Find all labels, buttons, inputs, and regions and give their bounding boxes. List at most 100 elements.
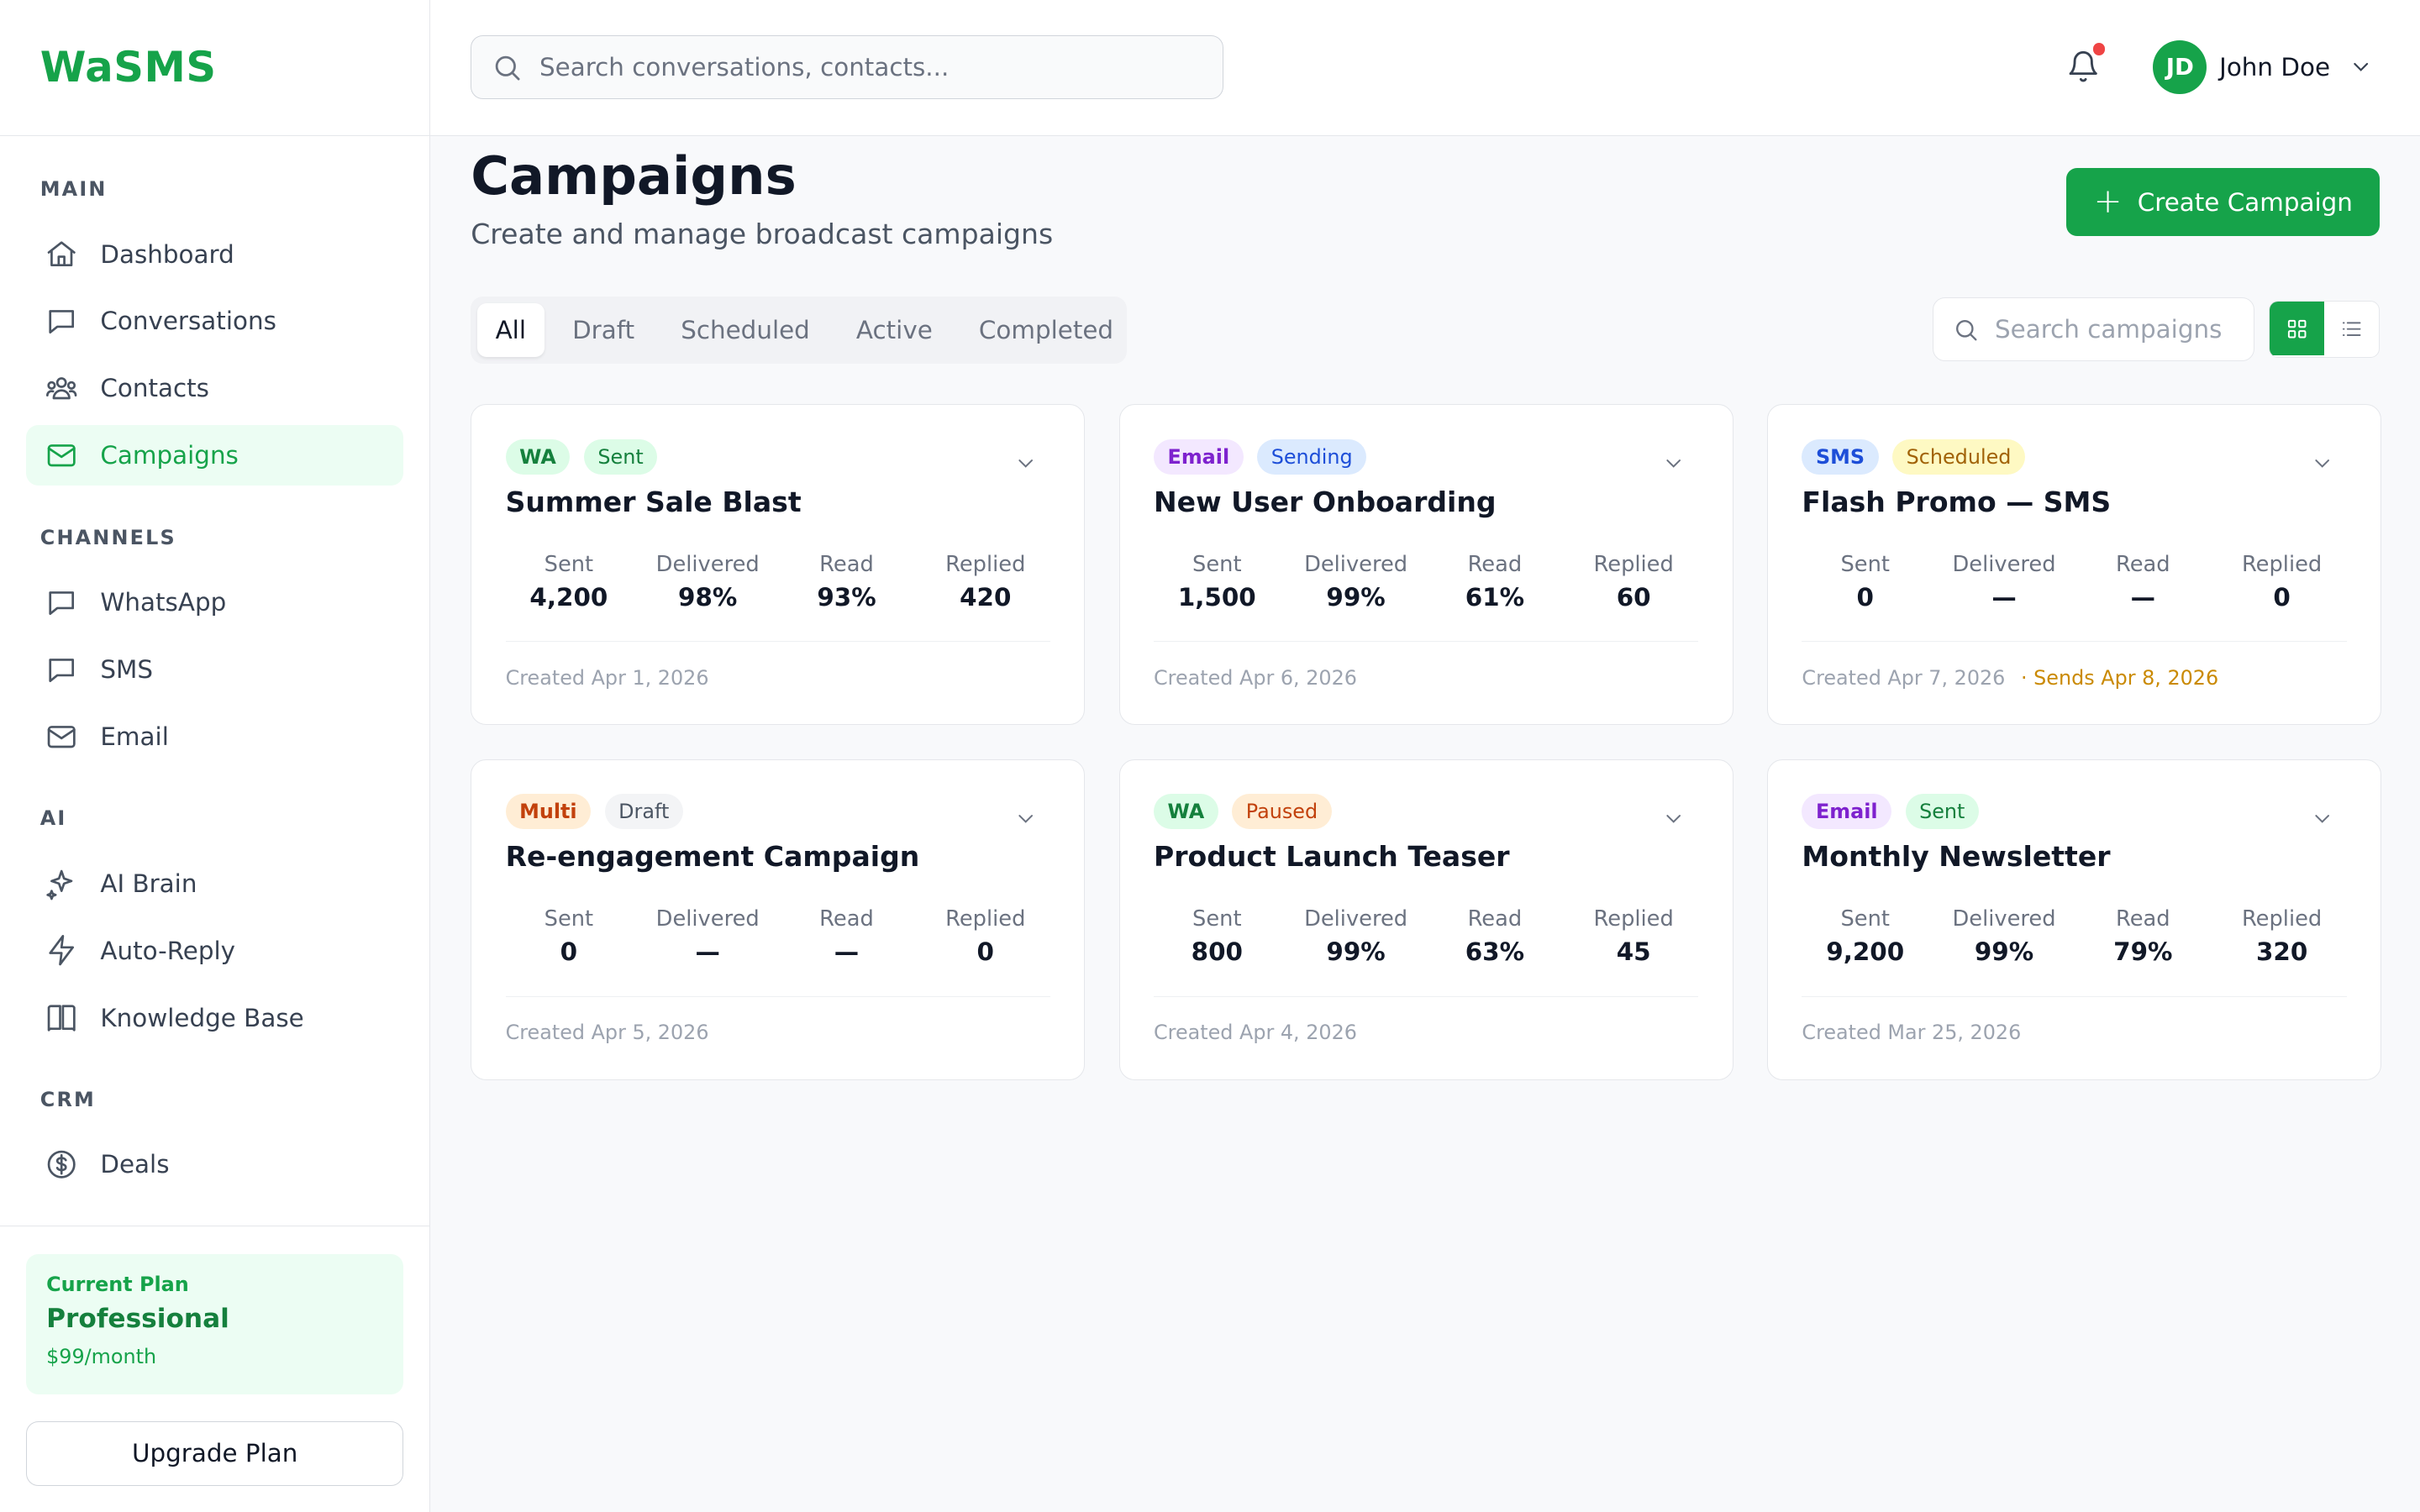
tab-draft[interactable]: Draft: [572, 316, 635, 345]
mail-icon: [47, 444, 76, 467]
campaign-card[interactable]: SMS Scheduled Flash Promo — SMS Sent 0 D…: [1767, 404, 2382, 726]
stat-label: Sent: [1192, 551, 1242, 577]
card-divider: [1802, 995, 2347, 997]
sidebar-item-deals[interactable]: Deals: [26, 1135, 403, 1195]
users-icon: [46, 377, 77, 400]
sidebar-item-conversations[interactable]: Conversations: [26, 291, 403, 352]
chat-icon: [49, 591, 75, 615]
list-view-button[interactable]: [2324, 302, 2379, 355]
campaign-stats: Sent 1,500 Delivered 99% Read 61% Replie…: [1148, 552, 1710, 612]
stat-label: Read: [2116, 906, 2170, 932]
stat-label: Delivered: [655, 906, 760, 932]
stat-delivered: Delivered —: [1934, 552, 2073, 612]
stat-value: 420: [960, 583, 1012, 612]
campaign-card[interactable]: WA Sent Summer Sale Blast Sent 4,200 Del…: [471, 404, 1086, 726]
grid-view-button[interactable]: [2269, 302, 2325, 356]
notifications-button[interactable]: [2066, 43, 2106, 83]
stat-label: Replied: [945, 906, 1026, 932]
channel-badge: WA: [505, 438, 571, 475]
stat-value: 800: [1191, 937, 1243, 967]
campaign-badges: SMS Scheduled: [1802, 438, 2039, 475]
stat-sent: Sent 9,200: [1796, 906, 1934, 966]
upgrade-plan-button[interactable]: Upgrade Plan: [26, 1420, 404, 1486]
stat-value: 320: [2255, 937, 2308, 967]
stat-value: 99%: [1974, 937, 2034, 967]
list-icon: [2342, 321, 2361, 336]
user-menu[interactable]: JD John Doe: [2153, 39, 2373, 95]
brand-logo[interactable]: WaSMS: [39, 43, 217, 92]
stat-sent: Sent 4,200: [499, 552, 638, 612]
card-expand-button[interactable]: [1661, 451, 1686, 475]
campaign-card[interactable]: WA Paused Product Launch Teaser Sent 800…: [1118, 759, 1733, 1080]
sidebar-item-label: Dashboard: [100, 239, 234, 269]
sidebar-item-ai-brain[interactable]: AI Brain: [26, 853, 403, 914]
sidebar-item-label: Contacts: [100, 374, 209, 403]
campaign-title: Flash Promo — SMS: [1802, 485, 2112, 518]
home-icon: [47, 241, 76, 267]
stat-replied: Replied 60: [1565, 552, 1703, 612]
sidebar-item-label: WhatsApp: [100, 588, 227, 617]
stat-label: Replied: [2241, 551, 2323, 577]
card-expand-button[interactable]: [1661, 806, 1686, 831]
campaign-stats: Sent 9,200 Delivered 99% Read 79% Replie…: [1796, 906, 2358, 966]
sidebar-item-email[interactable]: Email: [26, 706, 403, 767]
tab-all[interactable]: All: [476, 302, 545, 358]
stat-read: Read 63%: [1425, 906, 1564, 966]
topbar: JD John Doe: [430, 0, 2420, 136]
channel-badge: Email: [1802, 794, 1892, 830]
tab-completed[interactable]: Completed: [978, 316, 1114, 345]
nav-section-crm: CRM: [39, 1088, 96, 1112]
channel-badge: WA: [1154, 794, 1218, 830]
stat-delivered: Delivered 99%: [1934, 906, 2073, 966]
stat-delivered: Delivered 98%: [639, 552, 777, 612]
sidebar-nav: MAIN Dashboard Conversations Contacts Ca…: [0, 136, 429, 1226]
campaign-card[interactable]: Email Sent Monthly Newsletter Sent 9,200…: [1767, 759, 2382, 1080]
stat-value: 99%: [1326, 937, 1386, 967]
stat-label: Read: [2116, 551, 2170, 577]
campaign-card[interactable]: Email Sending New User Onboarding Sent 1…: [1118, 404, 1733, 726]
card-expand-button[interactable]: [1013, 451, 1038, 475]
stat-label: Read: [819, 906, 874, 932]
card-expand-button[interactable]: [1013, 806, 1038, 831]
mail-icon: [47, 725, 76, 748]
create-campaign-button[interactable]: + Create Campaign: [2066, 168, 2381, 236]
sidebar-item-label: Knowledge Base: [100, 1003, 304, 1032]
stat-value: —: [695, 937, 720, 967]
card-expand-button[interactable]: [2310, 451, 2334, 475]
tab-active[interactable]: Active: [855, 316, 933, 345]
sidebar-item-knowledge-base[interactable]: Knowledge Base: [26, 988, 403, 1048]
card-expand-button[interactable]: [2310, 806, 2334, 831]
card-divider: [1154, 995, 1699, 997]
stat-sent: Sent 800: [1148, 906, 1286, 966]
view-toggle: [2268, 301, 2381, 359]
stat-read: Read 61%: [1425, 552, 1564, 612]
sidebar-item-label: AI Brain: [100, 869, 197, 898]
campaign-search-input[interactable]: [1994, 315, 2242, 344]
sidebar-item-contacts[interactable]: Contacts: [26, 359, 403, 419]
sidebar-item-dashboard[interactable]: Dashboard: [26, 224, 403, 285]
created-date: Created Apr 1, 2026: [505, 665, 709, 690]
campaign-badges: Email Sent: [1802, 794, 1992, 830]
stat-label: Delivered: [1304, 551, 1408, 577]
book-icon: [47, 1005, 76, 1032]
search-icon: [1956, 319, 1977, 340]
campaign-card[interactable]: Multi Draft Re-engagement Campaign Sent …: [471, 759, 1086, 1080]
sidebar-item-campaigns[interactable]: Campaigns: [26, 425, 404, 486]
stat-label: Sent: [1840, 906, 1890, 932]
plan-name: Professional: [46, 1304, 229, 1335]
sidebar-item-whatsapp[interactable]: WhatsApp: [26, 572, 403, 633]
card-divider: [505, 995, 1050, 997]
global-search-input[interactable]: [539, 52, 1188, 81]
current-plan-card: Current Plan Professional $99/month: [26, 1254, 404, 1395]
sidebar-item-auto-reply[interactable]: Auto-Reply: [26, 921, 403, 981]
tab-scheduled[interactable]: Scheduled: [681, 316, 810, 345]
stat-value: —: [2130, 583, 2155, 612]
sidebar-item-sms[interactable]: SMS: [26, 639, 403, 700]
brand-header: WaSMS: [0, 0, 430, 136]
stat-value: 0: [1856, 583, 1874, 612]
user-name: John Doe: [2219, 52, 2331, 81]
campaign-footer: Created Mar 25, 2026: [1802, 1021, 2021, 1044]
stat-delivered: Delivered 99%: [1286, 552, 1425, 612]
stat-value: 1,500: [1177, 583, 1256, 612]
campaign-title: Monthly Newsletter: [1802, 840, 2111, 874]
